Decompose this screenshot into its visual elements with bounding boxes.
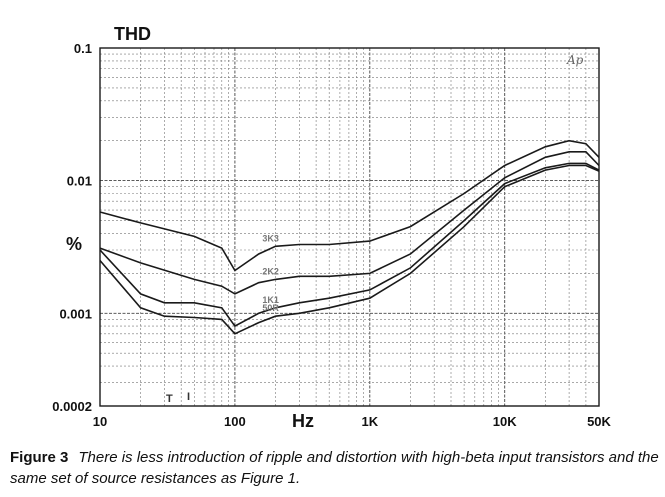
series-line (99, 139, 600, 272)
x-axis-label: Hz (292, 411, 314, 431)
x-tick-label: 10 (93, 414, 107, 429)
x-tick-label: 1K (361, 414, 378, 429)
y-tick-label: 0.0002 (52, 399, 92, 414)
figure-caption: Figure 3 There is less introduction of ri… (10, 447, 660, 489)
series-label: 1K1 (262, 295, 279, 305)
x-tick-label: 10K (493, 414, 517, 429)
series-label: 2K2 (262, 266, 279, 276)
plot-frame (99, 47, 600, 407)
y-axis-label: % (66, 234, 82, 254)
y-tick-label: 0.1 (74, 41, 92, 56)
chart-series (99, 139, 600, 335)
marker-glyph: I (187, 391, 190, 403)
marker-glyph: T (166, 393, 173, 405)
chart-title: THD (114, 24, 151, 44)
series-label: 50R (262, 303, 279, 313)
series-line (99, 164, 600, 335)
x-tick-labels: 10 100 1K 10K 50K (93, 414, 612, 429)
y-tick-labels: 0.1 0.01 0.001 0.0002 (52, 41, 92, 414)
watermark-logo: Ap (566, 53, 584, 67)
x-tick-label: 50K (587, 414, 611, 429)
y-tick-label: 0.001 (59, 306, 92, 321)
series-label: 3K3 (262, 233, 279, 243)
series-line (99, 151, 600, 295)
series-line (99, 162, 600, 328)
y-tick-label: 0.01 (67, 174, 92, 189)
caption-label: Figure 3 (10, 449, 69, 466)
caption-text: There is less introduction of ripple and… (10, 449, 659, 487)
x-tick-label: 100 (224, 414, 246, 429)
